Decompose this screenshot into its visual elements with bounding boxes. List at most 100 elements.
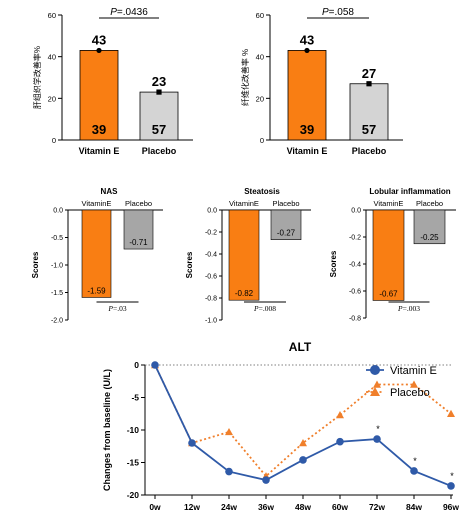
- y-tick-label: -1.5: [51, 290, 63, 297]
- y-tick-label: 0.0: [351, 208, 361, 215]
- y-tick-label: -20: [127, 490, 140, 500]
- x-tick-label: 12w: [184, 502, 200, 512]
- chart-title: Lobular inflammation: [369, 187, 450, 196]
- y-tick-label: -1.0: [51, 263, 63, 270]
- x-tick-label: 72w: [369, 502, 385, 512]
- category-label: VitaminE: [229, 199, 259, 208]
- legend-marker-vitamin-e: [370, 365, 380, 375]
- value-label: 27: [362, 66, 376, 81]
- y-tick-label: -0.2: [349, 235, 361, 242]
- bar-vitamin-e: [372, 209, 405, 301]
- mean-marker: [366, 81, 372, 87]
- count-label: 57: [362, 122, 376, 137]
- x-tick-label: 48w: [295, 502, 311, 512]
- bar-vitamin-e: [79, 50, 119, 141]
- value-label: 23: [152, 74, 166, 89]
- mean-marker: [304, 47, 310, 54]
- vitamin-e-point: [336, 437, 344, 446]
- series-line-placebo: [154, 364, 452, 478]
- significance-asterisk: *: [413, 456, 417, 466]
- y-tick-label: -0.6: [205, 274, 217, 281]
- placebo-point: [373, 380, 381, 388]
- legend-label-vitamin-e: Vitamin E: [390, 365, 437, 377]
- count-label: 39: [300, 122, 314, 137]
- y-tick-label: 0: [52, 136, 56, 145]
- y-tick-label: 20: [48, 94, 56, 103]
- vitamin-e-point: [410, 467, 418, 475]
- chart-fibrosis: 0 20 40 60 纤维化改善率 % 43 39 Vitamin E 27 57 Placebo P…: [240, 7, 403, 156]
- placebo-point: [225, 427, 233, 436]
- series-line-vitamin-e: [154, 364, 452, 487]
- legend: Vitamin E Placebo: [366, 365, 437, 399]
- y-tick-label: -0.6: [349, 289, 361, 296]
- bar-vitamin-e: [287, 50, 327, 141]
- bar-placebo: [413, 209, 446, 245]
- bar-vitamin-e: [228, 209, 260, 301]
- value-label: -0.71: [129, 238, 148, 247]
- y-axis-label: Changes from baseline (U/L): [102, 369, 112, 491]
- category-label: Vitamin E: [287, 146, 328, 156]
- legend-marker-placebo: [370, 387, 380, 396]
- value-label: -0.67: [379, 289, 398, 298]
- placebo-point: [410, 380, 418, 388]
- p-value: P=.008: [253, 304, 276, 313]
- x-tick-label: 36w: [258, 502, 274, 512]
- y-tick-label: 0: [260, 136, 264, 145]
- y-tick-label: 0: [134, 360, 139, 370]
- y-axis-label: 纤维化改善率 %: [240, 49, 250, 106]
- vitamin-e-point: [188, 439, 196, 447]
- y-tick-label: -0.5: [51, 235, 63, 242]
- category-label: Vitamin E: [79, 146, 120, 156]
- y-tick-label: -0.4: [205, 252, 217, 259]
- vitamin-e-point: [225, 467, 233, 476]
- bar-placebo: [139, 91, 179, 141]
- chart-alt: ALT 0 -5 -10 -15 -20 0w 12w 24w 36w 48w 60w 72w 84w 96…: [102, 340, 459, 512]
- count-label: 57: [152, 122, 166, 137]
- chart-lobular: 0.0 -0.2 -0.4 -0.6 -0.8 Lobular inflammation S…: [329, 187, 456, 323]
- bar-placebo: [349, 83, 389, 141]
- category-label: Placebo: [125, 199, 152, 208]
- y-tick-label: -0.4: [349, 262, 361, 269]
- mean-marker: [156, 89, 162, 95]
- y-tick-label: -0.8: [349, 316, 361, 323]
- placebo-point: [447, 409, 455, 417]
- y-axis-label: 肝组织学改善率%: [32, 46, 42, 109]
- y-tick-label: 40: [48, 53, 56, 62]
- y-tick-label: 0.0: [207, 208, 217, 215]
- y-tick-label: -5: [131, 393, 139, 403]
- chart-title: NAS: [101, 187, 119, 196]
- vitamin-e-point: [373, 435, 381, 443]
- x-tick-label: 96w: [443, 502, 459, 512]
- count-label: 39: [92, 122, 106, 137]
- x-tick-label: 0w: [149, 502, 161, 512]
- bar-placebo: [270, 209, 302, 241]
- vitamin-e-point: [447, 482, 455, 490]
- value-label: -0.25: [420, 233, 439, 242]
- vitamin-e-point: [151, 361, 159, 369]
- y-axis-label: Scores: [31, 251, 40, 278]
- category-label: Placebo: [352, 146, 387, 156]
- mean-marker: [96, 47, 102, 54]
- value-label: 43: [300, 32, 314, 47]
- value-label: -0.27: [277, 229, 296, 238]
- y-tick-label: -10: [127, 425, 140, 435]
- p-value: P=.03: [107, 304, 126, 313]
- legend-label-placebo: Placebo: [390, 387, 430, 399]
- x-tick-label: 24w: [221, 502, 237, 512]
- chart-nas: 0.0 -0.5 -1.0 -1.5 -2.0 NAS Scores -1.59 Vitamin…: [31, 187, 163, 325]
- y-tick-label: 0.0: [53, 208, 63, 215]
- placebo-point: [299, 439, 307, 447]
- significance-asterisk: *: [450, 471, 454, 481]
- category-label: Placebo: [142, 146, 177, 156]
- y-tick-label: -1.0: [205, 318, 217, 325]
- y-axis-label: Scores: [329, 250, 338, 277]
- y-tick-label: -15: [127, 458, 140, 468]
- category-label: Placebo: [416, 199, 443, 208]
- chart-steatosis: 0.0 -0.2 -0.4 -0.6 -0.8 -1.0 Steatosis Scores -0…: [185, 187, 311, 325]
- category-label: VitaminE: [82, 199, 112, 208]
- significance-asterisk: *: [376, 424, 380, 434]
- value-label: -1.59: [87, 286, 106, 295]
- y-tick-label: 60: [48, 11, 56, 20]
- y-tick-label: 40: [256, 53, 264, 62]
